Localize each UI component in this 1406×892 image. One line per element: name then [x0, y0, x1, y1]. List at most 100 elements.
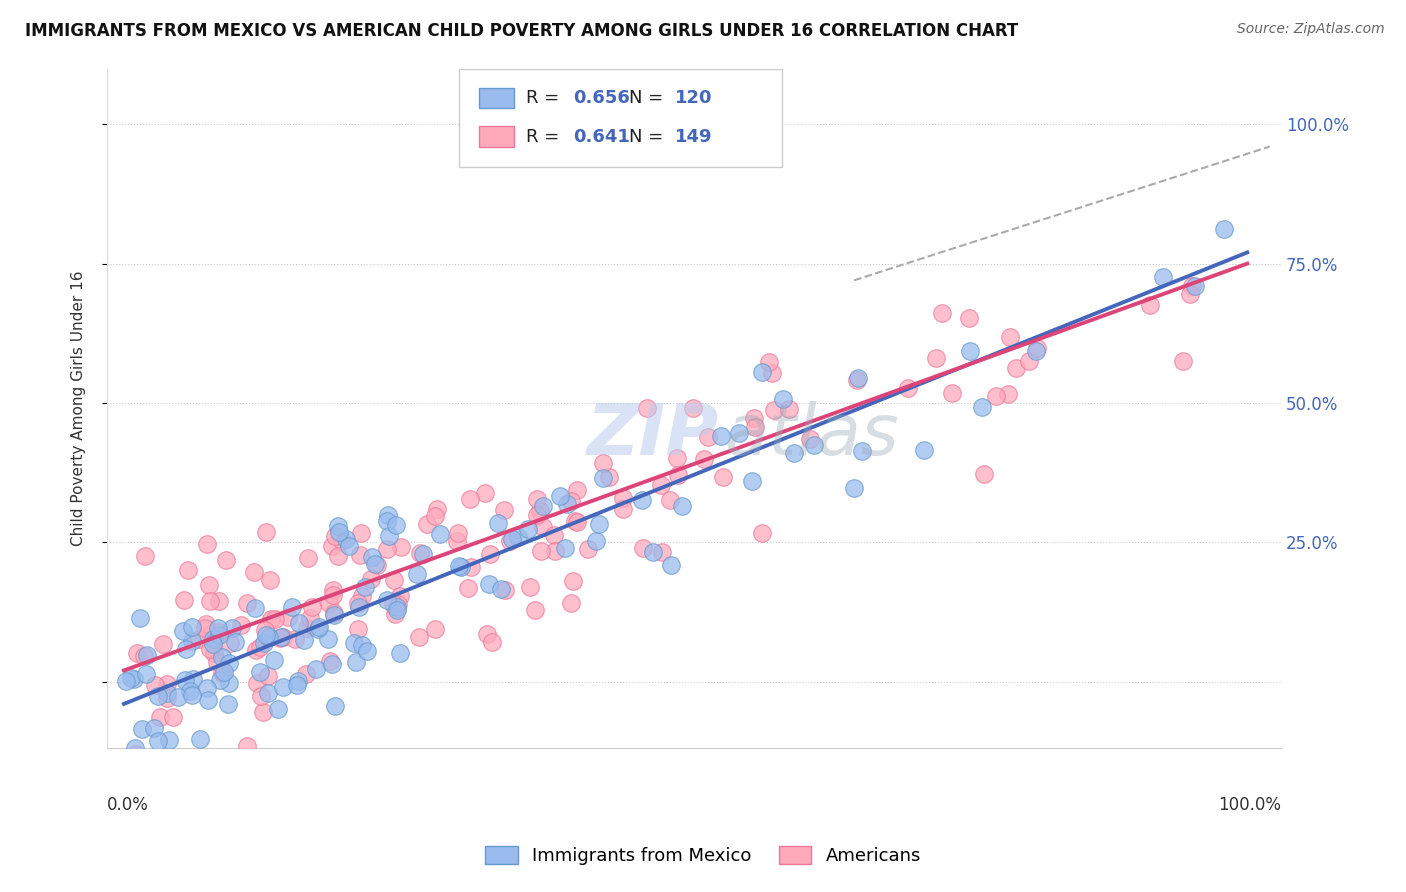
Point: [350, 526, 373, 541]
Point: [612, 491, 634, 506]
Point: [912, 442, 935, 457]
Point: [323, 699, 346, 714]
Point: [301, 599, 323, 614]
Point: [408, 631, 430, 645]
Point: [145, 678, 167, 692]
Point: [1025, 341, 1047, 355]
Text: N =: N =: [630, 89, 669, 107]
Point: [243, 565, 266, 579]
Point: [211, 649, 233, 664]
Point: [125, 747, 148, 762]
Point: [845, 373, 868, 387]
Point: [181, 620, 204, 634]
Point: [851, 444, 873, 458]
Point: [187, 632, 209, 647]
Point: [195, 537, 218, 551]
Text: 149: 149: [675, 128, 713, 145]
Point: [254, 628, 277, 642]
Point: [162, 710, 184, 724]
Point: [560, 494, 582, 508]
Point: [412, 548, 434, 562]
Text: IMMIGRANTS FROM MEXICO VS AMERICAN CHILD POVERTY AMONG GIRLS UNDER 16 CORRELATIO: IMMIGRANTS FROM MEXICO VS AMERICAN CHILD…: [25, 22, 1018, 40]
Point: [188, 732, 211, 747]
Point: [555, 497, 578, 511]
Point: [326, 549, 349, 563]
Point: [650, 544, 672, 558]
Point: [846, 370, 869, 384]
Point: [429, 526, 451, 541]
Point: [254, 623, 277, 637]
Point: [263, 612, 285, 626]
Point: [179, 684, 201, 698]
Point: [260, 612, 283, 626]
Text: Source: ZipAtlas.com: Source: ZipAtlas.com: [1237, 22, 1385, 37]
Point: [693, 451, 716, 466]
Point: [124, 740, 146, 755]
Point: [270, 630, 292, 644]
Point: [122, 673, 145, 687]
Text: 120: 120: [675, 89, 713, 107]
Point: [127, 646, 149, 660]
Point: [612, 501, 634, 516]
Point: [531, 499, 554, 513]
Point: [120, 671, 142, 685]
Point: [343, 636, 366, 650]
Point: [180, 634, 202, 648]
Point: [360, 572, 382, 586]
Point: [346, 596, 368, 610]
Point: [366, 558, 388, 573]
Point: [636, 401, 658, 415]
Point: [201, 638, 224, 652]
Point: [477, 627, 499, 641]
Point: [426, 502, 449, 516]
Point: [1000, 330, 1022, 344]
Point: [375, 514, 398, 528]
Point: [323, 529, 346, 543]
Point: [305, 662, 328, 676]
Point: [972, 400, 994, 414]
Point: [298, 611, 321, 625]
Point: [361, 549, 384, 564]
Point: [134, 649, 156, 664]
Point: [524, 603, 547, 617]
Point: [281, 600, 304, 615]
Point: [931, 306, 953, 320]
Point: [529, 504, 551, 518]
Point: [783, 446, 806, 460]
Point: [526, 508, 548, 523]
Point: [1139, 298, 1161, 312]
Point: [1181, 279, 1204, 293]
Point: [149, 710, 172, 724]
FancyBboxPatch shape: [460, 69, 782, 167]
Point: [710, 429, 733, 443]
Text: atlas: atlas: [724, 401, 898, 470]
Point: [208, 628, 231, 642]
Point: [658, 492, 681, 507]
Point: [330, 533, 353, 548]
Point: [516, 522, 538, 536]
Point: [478, 577, 501, 591]
Point: [235, 739, 257, 754]
Point: [984, 389, 1007, 403]
Point: [696, 430, 718, 444]
Point: [308, 620, 330, 634]
Point: [941, 385, 963, 400]
Text: 0.641: 0.641: [574, 128, 630, 145]
Point: [194, 617, 217, 632]
Point: [177, 563, 200, 577]
Point: [148, 689, 170, 703]
Point: [531, 520, 554, 534]
Point: [751, 365, 773, 379]
Point: [221, 622, 243, 636]
Point: [236, 596, 259, 610]
Point: [666, 468, 689, 483]
Point: [152, 637, 174, 651]
Point: [592, 456, 614, 470]
Point: [202, 646, 225, 660]
Point: [1184, 278, 1206, 293]
Text: R =: R =: [526, 89, 565, 107]
Point: [180, 688, 202, 702]
Point: [643, 545, 665, 559]
Point: [256, 669, 278, 683]
Point: [135, 648, 157, 662]
